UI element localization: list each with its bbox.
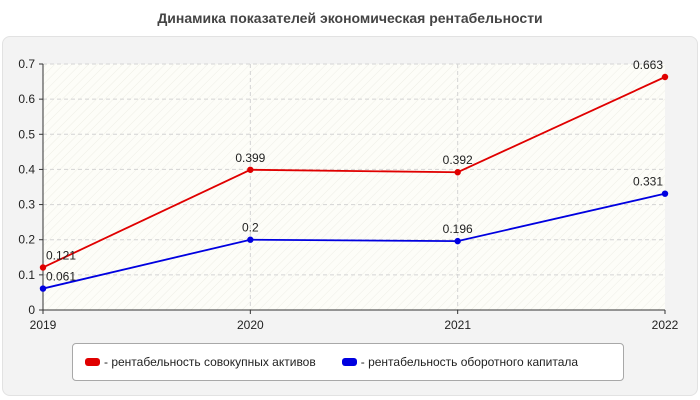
legend: - рентабельность совокупных активов - ре… (72, 343, 624, 381)
data-point[interactable] (39, 264, 47, 271)
data-point[interactable] (247, 166, 254, 173)
y-tick-label: 0.2 (18, 233, 35, 247)
y-tick-label: 0.5 (18, 127, 35, 141)
data-label: 0.663 (633, 58, 663, 72)
data-label: 0.121 (46, 248, 76, 262)
legend-item-assets[interactable]: - рентабельность совокупных активов (85, 355, 316, 369)
legend-label-assets: - рентабельность совокупных активов (104, 355, 316, 369)
data-point[interactable] (454, 169, 461, 176)
legend-item-working-capital[interactable]: - рентабельность оборотного капитала (341, 355, 579, 369)
y-tick-label: 0.3 (18, 198, 35, 212)
data-label: 0.061 (46, 270, 76, 284)
legend-label-working-capital: - рентабельность оборотного капитала (360, 355, 579, 369)
plot-area (43, 64, 665, 310)
gridlines (43, 63, 665, 310)
chart-title: Динамика показателей экономическая рента… (157, 10, 543, 26)
y-tick-label: 0.1 (18, 268, 35, 282)
data-point[interactable] (247, 236, 254, 243)
data-label: 0.392 (443, 153, 473, 167)
tick-labels: 0 0.1 0.2 0.3 0.4 0.5 0.6 0.7 2019 2020 2021 2022 (18, 57, 678, 332)
data-label: 0.196 (443, 222, 473, 236)
x-tick-label: 2021 (444, 318, 471, 332)
data-point[interactable] (661, 190, 669, 197)
data-point[interactable] (454, 237, 461, 245)
data-label: 0.399 (235, 151, 265, 165)
x-tick-label: 2019 (30, 318, 57, 332)
series-line-1 (42, 192, 666, 290)
y-tick-label: 0.7 (18, 57, 35, 71)
series-line-0 (42, 76, 666, 269)
y-tick-label: 0.6 (18, 92, 35, 106)
x-tick-label: 2020 (237, 318, 264, 332)
x-tick-label: 2022 (652, 318, 679, 332)
series-group: 0.121 0.399 0.392 0.663 0.061 0.2 0.196 0.331 (39, 58, 669, 292)
data-label: 0.2 (242, 221, 259, 235)
legend-swatch-red (85, 358, 100, 366)
y-tick-label: 0 (28, 303, 35, 317)
data-point[interactable] (39, 285, 47, 292)
data-point[interactable] (661, 73, 669, 81)
data-label: 0.331 (633, 175, 663, 189)
legend-swatch-blue (341, 358, 357, 366)
y-tick-label: 0.4 (18, 162, 35, 176)
